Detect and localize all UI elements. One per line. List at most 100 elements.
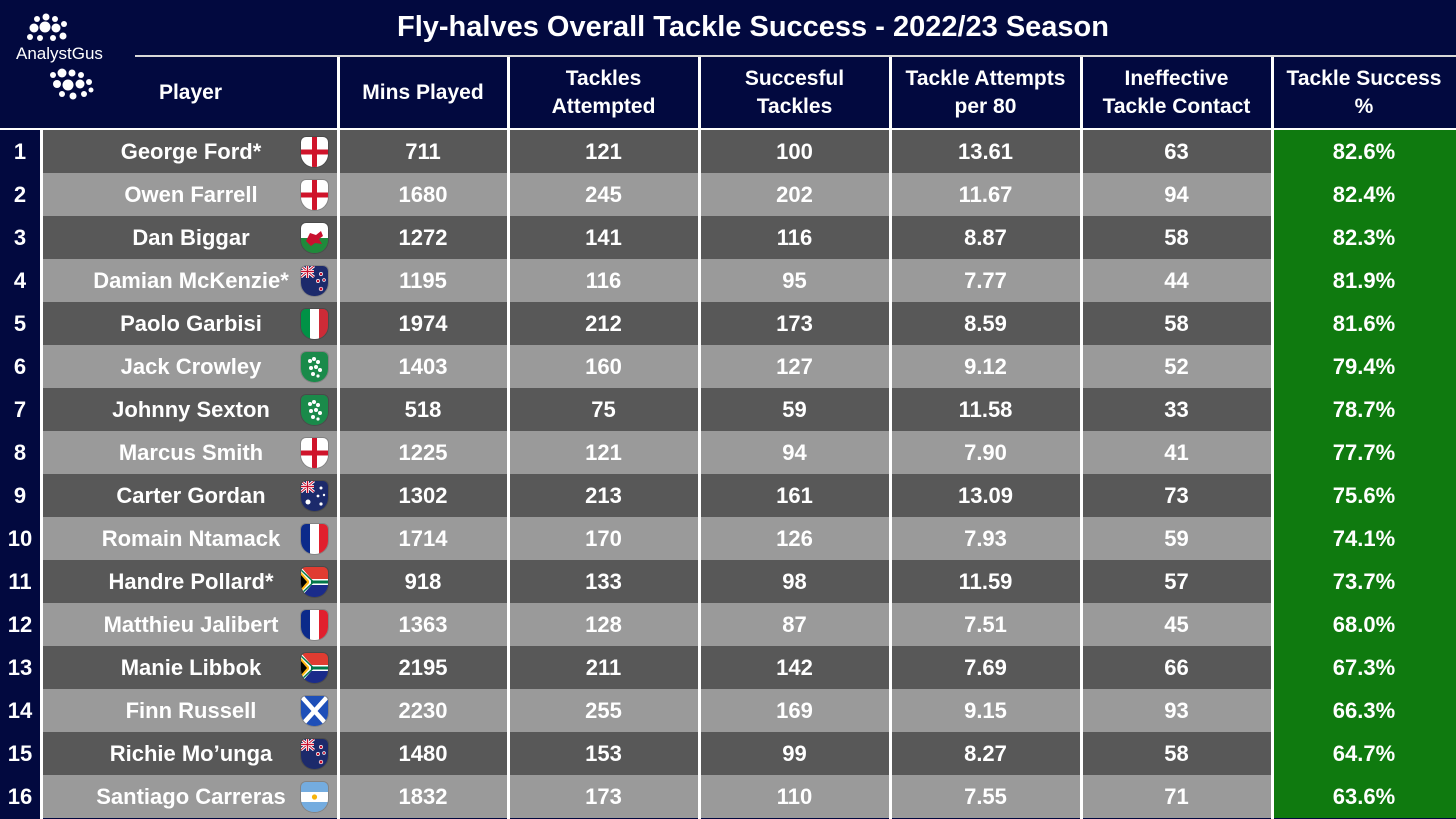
column-header-player: Player	[43, 57, 338, 129]
cell-player: Handre Pollard*	[108, 569, 274, 594]
cell-player: Richie Mo’unga	[109, 741, 273, 766]
cell-per80: 11.59	[958, 569, 1013, 594]
column-divider	[507, 57, 510, 819]
column-header-line: Player	[158, 81, 223, 104]
cell-successful: 142	[776, 655, 813, 680]
column-header-ineffective: Ineffective Tackle Contact	[1081, 57, 1272, 129]
cell-mins: 1403	[398, 354, 448, 379]
column-divider	[889, 57, 892, 819]
column-header-line: Tackle Success	[1286, 67, 1442, 90]
cell-successful: 127	[776, 354, 813, 379]
table-row: Paolo Garbisi 1974 212 173 8.59 58 81.6%	[43, 302, 1456, 345]
cell-ineffective: 63	[1164, 139, 1189, 164]
cell-mins: 518	[404, 397, 442, 422]
cell-player: Manie Libbok	[120, 655, 262, 680]
cell-attempted: 121	[585, 440, 622, 465]
column-header-per80: Tackle Attempts per 80	[890, 57, 1081, 129]
cell-mins: 918	[404, 569, 442, 594]
cell-attempted: 170	[585, 526, 622, 551]
cell-successful: 59	[782, 397, 807, 422]
column-header-line: Mins Played	[362, 81, 484, 104]
table-row: Jack Crowley 1403 160 127 9.12 52 79.4%	[43, 345, 1456, 388]
header-rule	[135, 55, 1456, 57]
column-header-line: %	[1354, 95, 1374, 118]
cell-successful: 87	[782, 612, 807, 637]
cell-success_pct: 73.7%	[1272, 560, 1456, 603]
column-header-line: Tackle Contact	[1102, 95, 1251, 118]
cell-attempted: 245	[585, 182, 622, 207]
rank-label: 9	[0, 474, 40, 517]
cell-mins: 1302	[398, 483, 448, 508]
cell-attempted: 173	[585, 784, 622, 809]
cell-success_pct: 68.0%	[1272, 603, 1456, 646]
cell-success_pct: 74.1%	[1272, 517, 1456, 560]
cell-successful: 94	[782, 440, 807, 465]
france-flag-icon	[301, 610, 328, 640]
cell-ineffective: 66	[1164, 655, 1189, 680]
table-row: Carter Gordan 1302 213 161 13.09 73 75.6%	[43, 474, 1456, 517]
cell-player: Romain Ntamack	[101, 526, 281, 551]
cell-success_pct: 63.6%	[1272, 775, 1456, 818]
column-header-line: per 80	[954, 95, 1017, 118]
cell-successful: 98	[782, 569, 807, 594]
cell-mins: 1832	[398, 784, 448, 809]
rank-label: 16	[0, 775, 40, 818]
cell-per80: 11.67	[958, 182, 1013, 207]
rank-label: 13	[0, 646, 40, 689]
cell-ineffective: 73	[1164, 483, 1189, 508]
south-africa-flag-icon	[301, 653, 328, 683]
column-divider	[698, 57, 701, 819]
cell-attempted: 255	[585, 698, 622, 723]
cell-success_pct: 67.3%	[1272, 646, 1456, 689]
cell-per80: 11.58	[958, 397, 1013, 422]
cell-player: Johnny Sexton	[112, 397, 270, 422]
cell-success_pct: 66.3%	[1272, 689, 1456, 732]
cell-mins: 1714	[398, 526, 448, 551]
ireland-flag-icon	[301, 395, 328, 425]
rank-label: 6	[0, 345, 40, 388]
cell-mins: 1480	[398, 741, 448, 766]
cell-successful: 100	[776, 139, 813, 164]
column-divider	[1080, 57, 1083, 819]
column-header-line: Succesful	[744, 67, 845, 90]
cell-player: Santiago Carreras	[96, 784, 286, 809]
cell-ineffective: 58	[1164, 225, 1189, 250]
cell-ineffective: 94	[1164, 182, 1189, 207]
cell-per80: 7.77	[964, 268, 1007, 293]
cell-success_pct: 82.6%	[1272, 130, 1456, 173]
cell-player: Paolo Garbisi	[120, 311, 262, 336]
column-header-line: Ineffective	[1124, 67, 1229, 90]
cell-success_pct: 81.9%	[1272, 259, 1456, 302]
column-header-line: Tackle Attempts	[905, 67, 1066, 90]
cell-ineffective: 52	[1164, 354, 1189, 379]
table-row: Santiago Carreras 1832 173 110 7.55 71 63.6%	[43, 775, 1456, 818]
cell-attempted: 133	[585, 569, 622, 594]
rank-label: 14	[0, 689, 40, 732]
cell-successful: 202	[776, 182, 813, 207]
cell-success_pct: 82.3%	[1272, 216, 1456, 259]
cell-player: George Ford*	[120, 139, 262, 164]
cell-success_pct: 78.7%	[1272, 388, 1456, 431]
scotland-flag-icon	[301, 696, 328, 726]
cell-per80: 7.69	[964, 655, 1007, 680]
cell-ineffective: 59	[1164, 526, 1189, 551]
cell-ineffective: 93	[1164, 698, 1189, 723]
wales-flag-icon	[301, 223, 328, 253]
cell-successful: 126	[776, 526, 813, 551]
italy-flag-icon	[301, 309, 328, 339]
cell-player: Finn Russell	[125, 698, 257, 723]
column-header-successful: Succesful Tackles	[699, 57, 890, 129]
table-row: Romain Ntamack 1714 170 126 7.93 59 74.1%	[43, 517, 1456, 560]
table-row: Richie Mo’unga 1480 153 99 8.27 58 64.7%	[43, 732, 1456, 775]
cell-success_pct: 77.7%	[1272, 431, 1456, 474]
table-row: Damian McKenzie* 1195 116 95 7.77 44 81.9%	[43, 259, 1456, 302]
rank-label: 4	[0, 259, 40, 302]
cell-player: Owen Farrell	[124, 182, 258, 207]
cell-mins: 1363	[398, 612, 448, 637]
argentina-flag-icon	[301, 782, 328, 812]
cell-ineffective: 33	[1164, 397, 1189, 422]
cell-mins: 1195	[399, 268, 447, 293]
cell-successful: 169	[776, 698, 813, 723]
rank-label: 10	[0, 517, 40, 560]
cell-attempted: 212	[585, 311, 622, 336]
